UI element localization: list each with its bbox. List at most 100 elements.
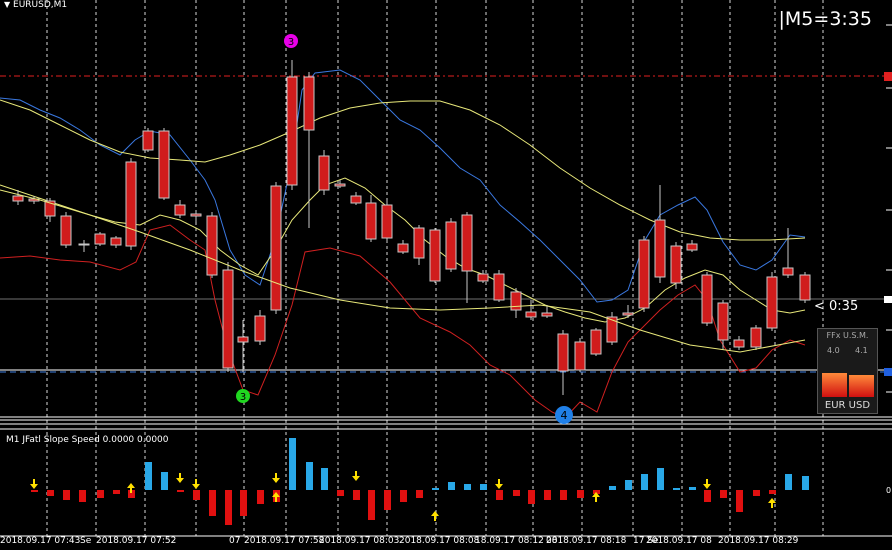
bear-candle xyxy=(334,183,346,187)
histogram-bar-up xyxy=(161,472,168,490)
arrow-down-icon xyxy=(272,473,280,483)
time-axis-label: Se xyxy=(80,536,92,546)
histogram-bar-down xyxy=(193,490,200,500)
histogram-bar-down xyxy=(209,490,216,516)
bear-candle xyxy=(606,316,618,343)
histogram-bar-up xyxy=(289,438,296,490)
time-axis-label: 2018.09.17 08 xyxy=(646,536,712,546)
candle-countdown: < 0:35 xyxy=(814,299,859,314)
histogram-bar-down xyxy=(225,490,232,525)
ffx-strength-panel[interactable]: FFx U.S.M. 4.0 4.1 EUR USD xyxy=(817,328,878,414)
slope-speed-histogram xyxy=(31,438,809,525)
histogram-bar-up xyxy=(321,468,328,490)
histogram-bar-down xyxy=(257,490,264,504)
triangle-down-icon[interactable]: ▼ xyxy=(4,0,11,9)
bear-candle xyxy=(782,267,794,276)
bear-candle xyxy=(270,185,282,311)
histogram-bar-up xyxy=(609,486,616,490)
arrow-up-icon xyxy=(768,498,776,508)
bear-candle xyxy=(686,243,698,251)
bear-candle xyxy=(541,312,553,317)
bear-candle xyxy=(461,214,473,272)
histogram-bar-down xyxy=(31,490,38,492)
upper-envelope-line xyxy=(0,69,806,303)
bear-candle xyxy=(445,221,457,270)
time-axis-label: 2018.09.17 08:18 xyxy=(546,536,627,546)
trend-moving-average xyxy=(0,189,806,353)
bear-candle xyxy=(206,215,218,276)
signal-arrows xyxy=(30,471,776,521)
arrow-down-icon xyxy=(352,471,360,481)
time-axis-label: 17 Se xyxy=(633,536,659,546)
bear-candle xyxy=(125,161,137,247)
histogram-bar-down xyxy=(63,490,70,500)
bear-candle xyxy=(158,130,170,199)
histogram-bar-down xyxy=(353,490,360,500)
histogram-bar-up xyxy=(689,487,696,490)
time-axis-label: 2018.09.17 07:58 xyxy=(244,536,325,546)
bear-candle xyxy=(590,329,602,355)
time-axis-label: 2018.09.17 08:08 xyxy=(399,536,480,546)
bear-candle xyxy=(766,276,778,329)
histogram-bar-down xyxy=(577,490,584,498)
ffx-bar-usd xyxy=(849,375,874,397)
histogram-bar-down xyxy=(720,490,727,498)
bear-candle xyxy=(110,237,122,246)
histogram-bar-down xyxy=(47,490,54,496)
bear-candle xyxy=(303,76,315,131)
ffx-title: FFx U.S.M. xyxy=(826,331,869,340)
bear-candle xyxy=(365,202,377,240)
bear-candle xyxy=(717,302,729,341)
bear-candle xyxy=(222,269,234,369)
histogram-bar-down xyxy=(704,490,711,502)
histogram-bar-down xyxy=(753,490,760,496)
arrow-up-icon xyxy=(592,492,600,502)
bear-candle xyxy=(190,213,202,217)
histogram-bar-down xyxy=(128,490,135,498)
ffx-currency-labels: EUR USD xyxy=(824,400,871,411)
bear-candle xyxy=(750,327,762,348)
bear-candle xyxy=(799,274,811,301)
histogram-bar-down xyxy=(496,490,503,500)
time-axis-label: 18.09.17 08:12 xyxy=(475,536,544,546)
histogram-bar-down xyxy=(368,490,375,520)
histogram-bar-up xyxy=(657,468,664,490)
bear-candle xyxy=(701,274,713,324)
svg-text:3: 3 xyxy=(240,392,246,403)
bear-candle xyxy=(733,339,745,348)
histogram-bar-down xyxy=(769,490,776,494)
histogram-bar-down xyxy=(79,490,86,502)
bear-candle xyxy=(174,204,186,216)
candlestick-series xyxy=(12,60,811,395)
histogram-bar-down xyxy=(113,490,120,494)
bear-candle xyxy=(12,195,24,202)
arrow-down-icon xyxy=(192,479,200,489)
chart-symbol-title[interactable]: ▼ EURUSD,M1 xyxy=(4,0,68,10)
ffx-value-eur: 4.0 xyxy=(827,346,840,355)
time-axis: 2018.09.17 07:43 Se 2018.09.17 07:52 07 2018… xyxy=(0,536,892,550)
bear-candle xyxy=(60,215,72,246)
ffx-bar-eur xyxy=(822,373,847,397)
time-axis-label: 07 xyxy=(229,536,241,546)
m5-timer-label: |M5=3:35 xyxy=(778,8,872,30)
time-axis-label: 2018.09.17 07:52 xyxy=(96,536,177,546)
bear-candle xyxy=(318,155,330,191)
histogram-bar-down xyxy=(513,490,520,496)
bear-candle xyxy=(557,333,569,372)
bear-candle xyxy=(429,229,441,282)
time-axis-label: 2018.09.17 08:29 xyxy=(718,536,799,546)
histogram-bar-up xyxy=(480,484,487,490)
ffx-value-usd: 4.1 xyxy=(855,346,868,355)
histogram-bar-up xyxy=(432,488,439,490)
histogram-bar-down xyxy=(528,490,535,504)
arrow-down-icon xyxy=(495,479,503,489)
histogram-bar-down xyxy=(97,490,104,498)
bear-candle xyxy=(493,273,505,301)
histogram-bar-up xyxy=(464,484,471,490)
time-axis-label: 2018.09.17 07:43 xyxy=(0,536,81,546)
time-axis-label: 08 xyxy=(546,536,558,546)
bear-candle xyxy=(525,311,537,318)
bear-candle xyxy=(622,312,634,316)
